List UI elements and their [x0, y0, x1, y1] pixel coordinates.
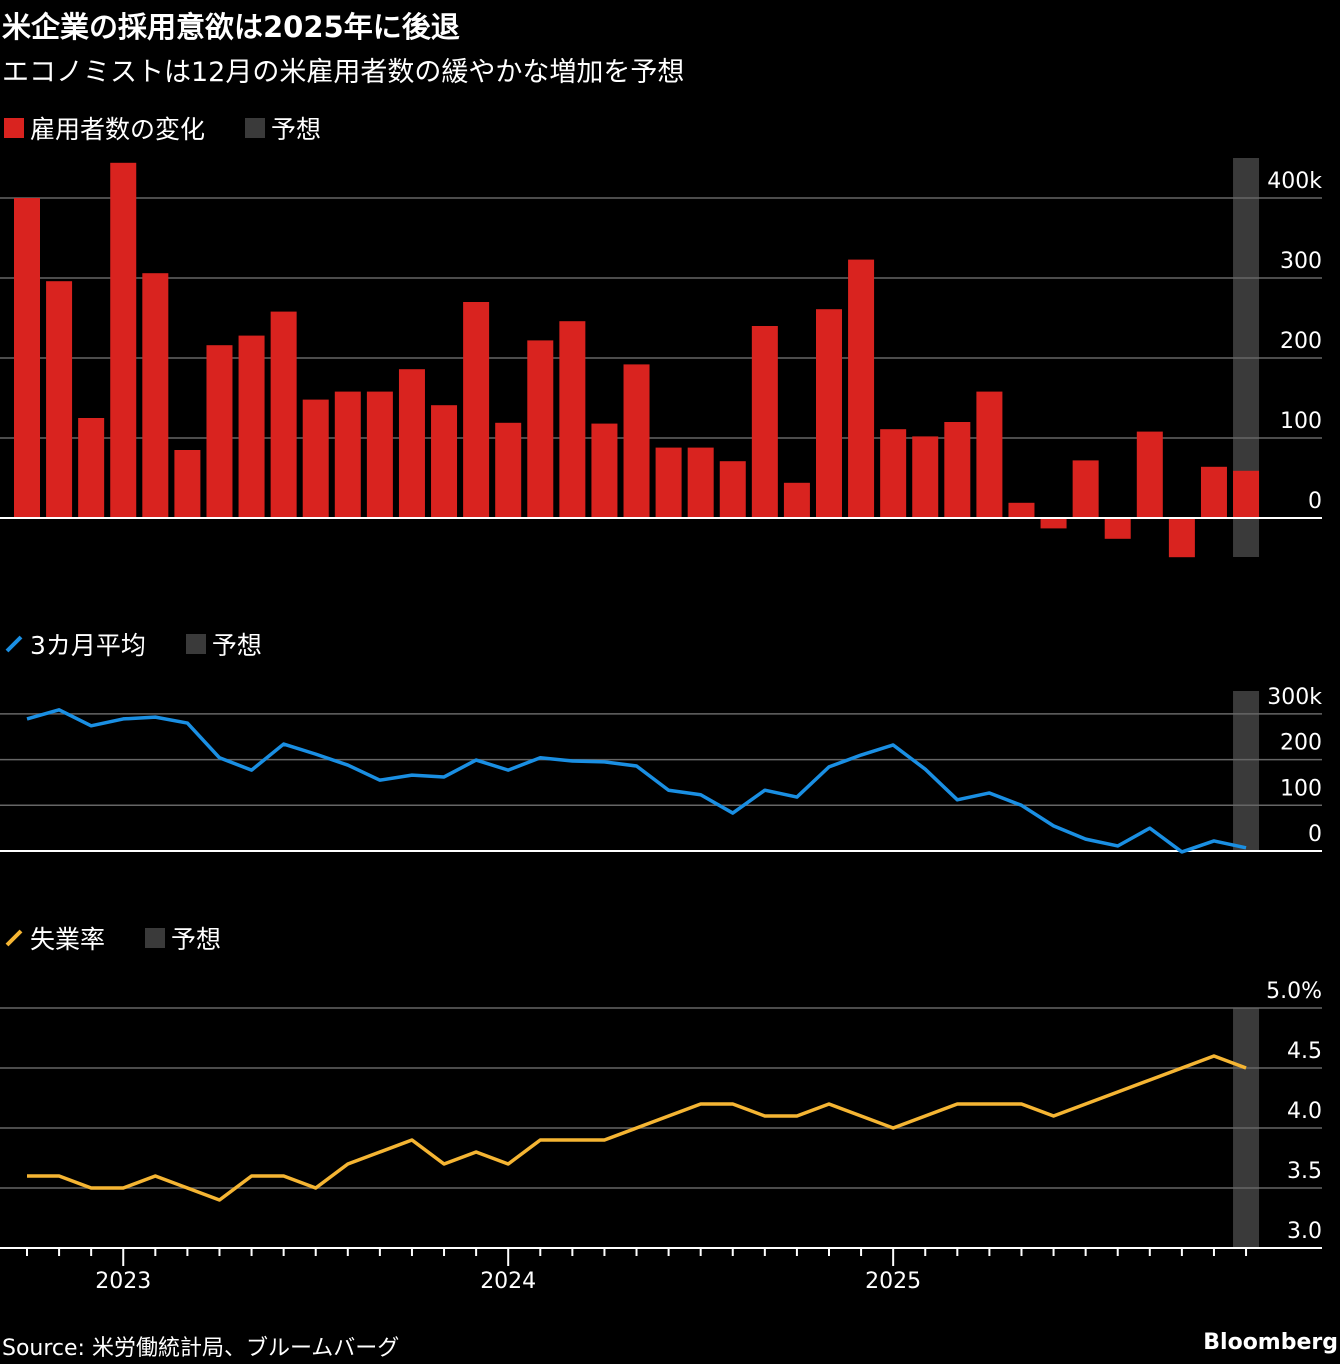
bar [976, 391, 1003, 518]
legend-label: 予想 [271, 115, 322, 144]
bar [848, 259, 875, 518]
bar [206, 345, 233, 518]
x-tick-label: 2025 [865, 1269, 921, 1294]
bar [78, 418, 105, 518]
bar [463, 302, 490, 518]
x-tick-label: 2023 [95, 1269, 151, 1294]
y-tick-label: 300k [1267, 685, 1322, 710]
bar [559, 321, 586, 518]
bar [431, 405, 458, 518]
bar [880, 429, 907, 518]
legend-label: 予想 [171, 925, 222, 954]
bar [1040, 518, 1067, 529]
bar [527, 340, 554, 518]
forecast-band [1233, 691, 1260, 851]
bloomberg-logo: Bloomberg [1203, 1330, 1338, 1355]
blue-line-icon [5, 635, 23, 653]
y-tick-label: 3.0 [1287, 1219, 1322, 1244]
bar [687, 447, 714, 518]
legend-label: 3カ月平均 [30, 631, 146, 660]
x-tick-label: 2024 [480, 1269, 536, 1294]
bar [270, 311, 297, 518]
y-tick-label: 4.5 [1287, 1039, 1322, 1064]
y-tick-label: 100 [1280, 776, 1322, 801]
y-tick-label: 200 [1280, 329, 1322, 354]
chart-title: 米企業の採用意欲は2025年に後退 [2, 10, 460, 44]
bar [1168, 518, 1195, 558]
bar [751, 326, 778, 518]
bar [783, 482, 810, 518]
y-tick-label: 4.0 [1287, 1099, 1322, 1124]
bar [1008, 502, 1035, 518]
legend-unemployment: 失業率 予想 [4, 920, 249, 956]
bar [495, 422, 522, 518]
grey-square-icon [185, 634, 206, 654]
bar [1233, 470, 1260, 518]
bar [334, 391, 361, 518]
bar [398, 369, 425, 518]
unemployment-line [27, 1054, 1247, 1202]
bar [46, 281, 73, 518]
yellow-line-icon [5, 929, 23, 947]
y-tick-label: 0 [1308, 822, 1322, 847]
y-tick-label: 5.0% [1266, 979, 1322, 1004]
bar [142, 273, 169, 518]
y-tick-label: 3.5 [1287, 1159, 1322, 1184]
source-note: Source: 米労働統計局、ブルームバーグ [2, 1336, 400, 1361]
bar [174, 450, 201, 518]
bar [302, 399, 329, 518]
bar [1104, 518, 1131, 539]
bar [238, 335, 265, 518]
bar [816, 309, 842, 518]
legend-avg: 3カ月平均 予想 [4, 626, 290, 662]
bar [719, 461, 746, 518]
bar [912, 436, 939, 518]
bar [655, 447, 682, 518]
bar [944, 422, 971, 518]
y-tick-label: 200 [1280, 731, 1322, 756]
y-tick-label: 0 [1308, 489, 1322, 514]
bar [623, 364, 650, 518]
avg-line [26, 708, 1247, 854]
legend-label: 失業率 [30, 925, 106, 954]
legend-label: 予想 [211, 631, 262, 660]
grey-square-icon [145, 928, 166, 948]
legend-payrolls: 雇用者数の変化 予想 [4, 110, 349, 146]
bar [1200, 466, 1227, 518]
y-tick-label: 300 [1280, 249, 1322, 274]
bar [1136, 431, 1163, 518]
y-tick-label: 400k [1267, 169, 1322, 194]
red-square-icon [4, 118, 24, 138]
bar [1072, 460, 1099, 518]
bar [591, 423, 618, 518]
bar [14, 198, 40, 518]
chart-subtitle: エコノミストは12月の米雇用者数の緩やかな増加を予想 [2, 57, 685, 88]
bar [366, 391, 393, 518]
legend-label: 雇用者数の変化 [30, 115, 206, 144]
y-tick-label: 100 [1280, 409, 1322, 434]
bar [110, 162, 137, 519]
grey-square-icon [245, 118, 266, 138]
